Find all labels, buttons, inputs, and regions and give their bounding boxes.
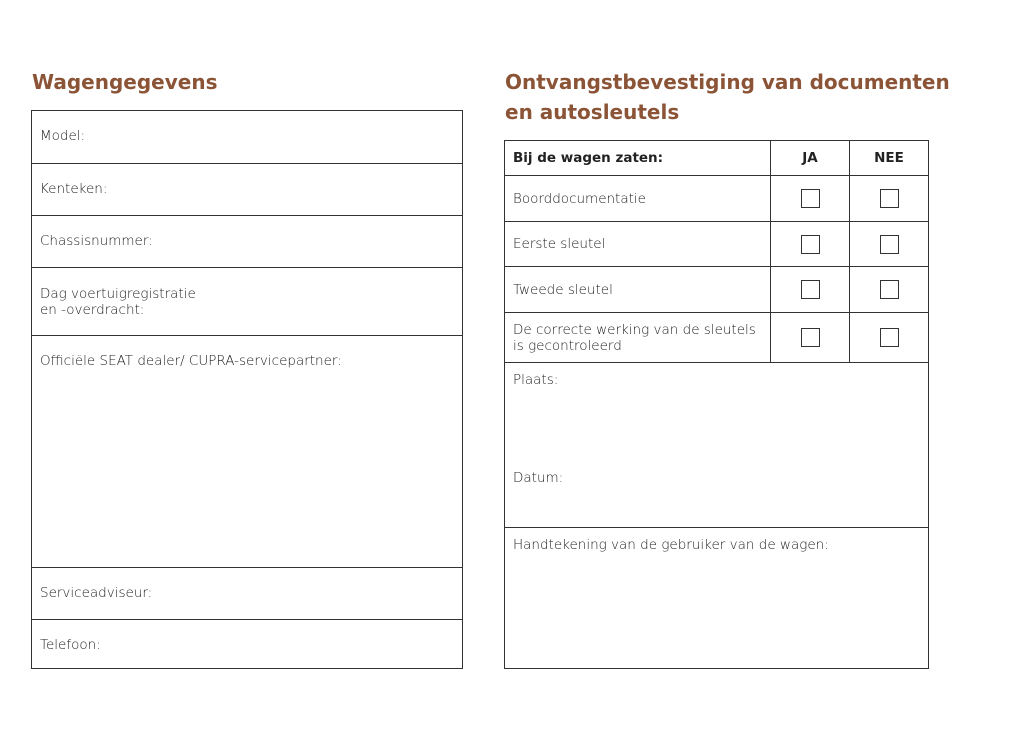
- header-label: Bij de wagen zaten:: [513, 150, 664, 166]
- header-no: NEE: [849, 141, 928, 175]
- signature-field[interactable]: Handtekening van de gebruiker van de wag…: [505, 527, 928, 668]
- field-license-plate[interactable]: Kenteken:: [32, 163, 462, 215]
- field-dealer[interactable]: Officiële SEAT dealer/ CUPRA-servicepart…: [32, 335, 462, 567]
- place-date-field[interactable]: Plaats: Datum:: [505, 362, 928, 527]
- no-checkbox[interactable]: [879, 189, 899, 208]
- yes-checkbox[interactable]: [800, 189, 820, 208]
- vehicle-data-table: Model: Kenteken: Chassisnummer: Dag voer…: [31, 110, 463, 669]
- item-row: De correcte werking van de sleutels is g…: [505, 312, 928, 362]
- date-label: Datum:: [513, 470, 564, 486]
- vehicle-data-title: Wagengegevens: [32, 70, 218, 94]
- no-checkbox[interactable]: [879, 280, 899, 299]
- receipt-table: Bij de wagen zaten: JA NEE Boorddocument…: [504, 140, 929, 669]
- field-phone[interactable]: Telefoon:: [32, 619, 462, 670]
- item-row: Boorddocumentatie: [505, 175, 928, 221]
- no-checkbox[interactable]: [879, 234, 899, 254]
- item-label: De correcte werking van de sleutels is g…: [513, 321, 756, 354]
- item-label: Boorddocumentatie: [513, 190, 646, 207]
- item-label: Eerste sleutel: [513, 236, 606, 252]
- header-yes: JA: [770, 141, 849, 175]
- place-label: Plaats:: [513, 372, 559, 388]
- item-label: Tweede sleutel: [513, 281, 613, 298]
- yes-checkbox[interactable]: [800, 328, 820, 347]
- field-chassis-number[interactable]: Chassisnummer:: [32, 215, 462, 267]
- no-checkbox[interactable]: [879, 328, 899, 347]
- field-service-advisor[interactable]: Serviceadviseur:: [32, 567, 462, 619]
- field-model[interactable]: Model:: [40, 128, 86, 144]
- field-registration-date[interactable]: Dag voertuigregistratie en -overdracht:: [32, 267, 462, 335]
- item-row: Eerste sleutel: [505, 221, 928, 266]
- header-row: Bij de wagen zaten: JA NEE: [505, 141, 928, 175]
- yes-checkbox[interactable]: [800, 280, 820, 299]
- receipt-title: Ontvangstbevestiging van documenten en a…: [505, 70, 950, 124]
- item-row: Tweede sleutel: [505, 266, 928, 312]
- yes-checkbox[interactable]: [800, 234, 820, 254]
